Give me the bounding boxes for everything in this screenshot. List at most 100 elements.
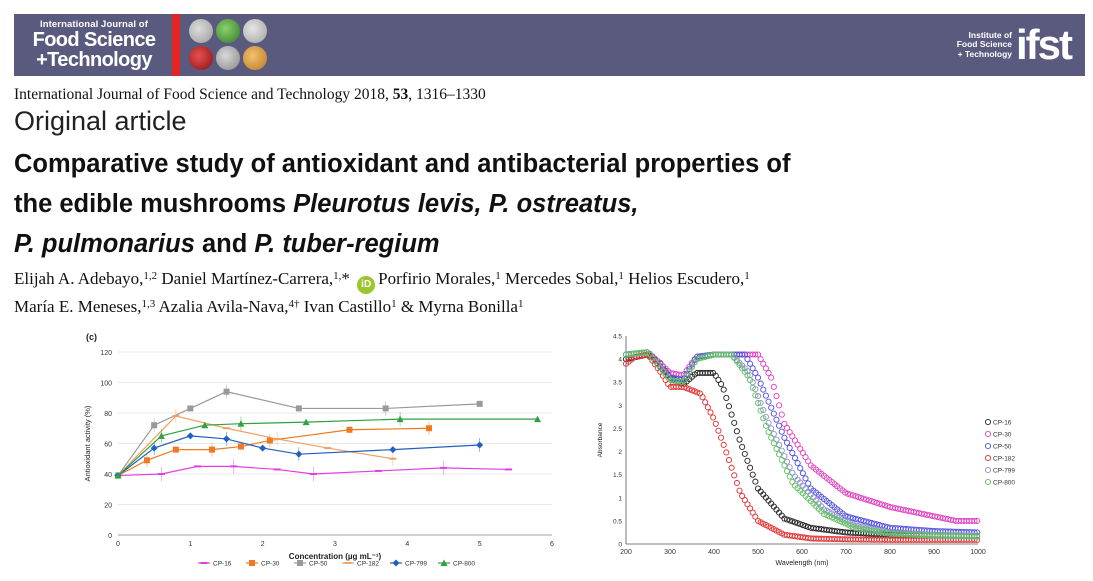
- spectrum-point: [974, 517, 981, 524]
- spectrum-point: [717, 381, 725, 388]
- spectrum-point: [849, 492, 857, 499]
- author-name[interactable]: Azalia Avila-Nava,: [155, 297, 289, 316]
- citation-line: International Journal of Food Science an…: [14, 86, 486, 104]
- spectrum-point: [728, 464, 735, 471]
- legend-label: CP-182: [357, 561, 379, 568]
- spectrum-point: [768, 425, 775, 432]
- data-point: [237, 443, 244, 450]
- spectrum-point: [863, 496, 870, 503]
- spectrum-point: [757, 380, 764, 387]
- spectrum-point: [747, 505, 754, 512]
- data-point: [143, 457, 150, 464]
- spectrum-point: [747, 377, 754, 384]
- spectrum-point: [783, 424, 791, 432]
- data-point: [476, 400, 483, 407]
- spectrum-point: [791, 454, 799, 462]
- spectrum-point: [704, 404, 711, 411]
- spectrum-point: [865, 497, 872, 504]
- legend-label: CP-182: [993, 456, 1015, 463]
- journal-logo[interactable]: International Journal of Food Science +T…: [20, 18, 168, 74]
- spectrum-point: [681, 377, 688, 384]
- spectrum-point: [733, 428, 740, 435]
- spectrum-point: [749, 509, 756, 516]
- spectrum-point: [778, 411, 785, 418]
- data-point: [223, 427, 230, 430]
- y-tick-label: 2.5: [613, 426, 622, 433]
- data-point: [114, 472, 122, 479]
- spectrum-point: [789, 518, 796, 525]
- spectrum-point: [881, 502, 888, 509]
- spectrum-point: [765, 398, 772, 405]
- spectrum-point: [686, 386, 693, 393]
- title-line-3: P. pulmonarius and P. tuber-regium: [14, 224, 1074, 264]
- author-name[interactable]: Porfirio Morales,: [378, 269, 496, 288]
- antioxidant-chart-figure: (c) 0 20 40 60 80 100 120 0 1 2 3 4 5 6 Concentration (…: [80, 330, 560, 581]
- spectrum-point: [725, 457, 733, 464]
- spectrum-point: [797, 521, 804, 528]
- spectrum-point: [794, 441, 801, 448]
- spectrum-point: [802, 522, 809, 530]
- y-tick-label: 60: [104, 442, 112, 449]
- author-name[interactable]: Ivan Castillo: [299, 297, 392, 316]
- y-tick-label: 2: [618, 449, 622, 456]
- ifst-logo[interactable]: Institute of Food Science + Technology i…: [957, 22, 1073, 68]
- x-tick-label: 500: [752, 549, 764, 556]
- spectrum-point: [712, 372, 719, 379]
- spectrum-point: [752, 478, 759, 485]
- author-name[interactable]: Elijah A. Adebayo,: [14, 269, 144, 288]
- spectrum-point: [739, 351, 746, 358]
- author-affiliation: 1,2: [143, 270, 158, 282]
- author-affiliation: 4†: [288, 298, 300, 310]
- spectrum-point: [781, 515, 788, 522]
- banner-thumbnails: [189, 19, 271, 71]
- spectrum-point: [762, 365, 769, 372]
- title-line-3-italic-b: P. tuber-regium: [254, 230, 440, 258]
- author-affiliation: 1: [495, 270, 501, 282]
- spectrum-point: [683, 373, 690, 380]
- legend-marker: [984, 418, 992, 426]
- spectrum-point: [736, 487, 743, 494]
- x-tick-label: 0: [116, 541, 120, 548]
- spectrum-point: [879, 501, 886, 508]
- spectrum-point: [760, 406, 767, 414]
- legend-marker: [200, 562, 208, 564]
- x-tick-label: 700: [840, 549, 852, 556]
- data-point: [209, 446, 216, 453]
- spectrum-point: [791, 437, 799, 444]
- title-line-1: Comparative study of antioxidant and ant…: [14, 150, 791, 178]
- spectrum-point: [725, 403, 733, 410]
- panel-label: (c): [86, 332, 97, 342]
- spectrum-point: [699, 394, 706, 401]
- author-name[interactable]: Mercedes Sobal,: [500, 269, 619, 288]
- y-axis-label: Antioxidant activity (%): [83, 405, 92, 481]
- spectrum-point: [791, 519, 799, 526]
- spectrum-point: [781, 434, 788, 441]
- data-point: [230, 465, 238, 468]
- legend-label: CP-16: [993, 420, 1012, 427]
- spectrum-point: [683, 385, 690, 392]
- data-point: [186, 432, 194, 440]
- data-point: [223, 388, 230, 395]
- spectrum-point: [768, 374, 775, 381]
- spectrum-point: [744, 368, 751, 375]
- data-point: [223, 435, 230, 443]
- spectrum-point: [702, 399, 709, 406]
- spectrum-point: [752, 369, 759, 377]
- author-name[interactable]: Daniel Martínez-Carrera,: [157, 269, 334, 288]
- journal-banner: International Journal of Food Science +T…: [14, 14, 1085, 76]
- spectrum-point: [688, 387, 696, 394]
- author-name[interactable]: Helios Escudero,: [623, 269, 745, 288]
- author-name[interactable]: María E. Meneses,: [14, 297, 142, 316]
- spectrum-point: [776, 442, 783, 449]
- orcid-icon[interactable]: iD: [357, 276, 376, 294]
- author-affiliation: 1: [517, 298, 524, 310]
- spectrum-point: [754, 374, 762, 381]
- data-point: [324, 447, 332, 450]
- spectrum-point: [868, 498, 875, 505]
- y-tick-label: 120: [100, 350, 112, 357]
- author-name[interactable]: & Myrna Bonilla: [396, 297, 518, 316]
- spectrum-point: [786, 429, 793, 436]
- legend-label: CP-30: [993, 432, 1012, 439]
- legend-marker: [984, 454, 992, 462]
- data-point: [396, 415, 404, 423]
